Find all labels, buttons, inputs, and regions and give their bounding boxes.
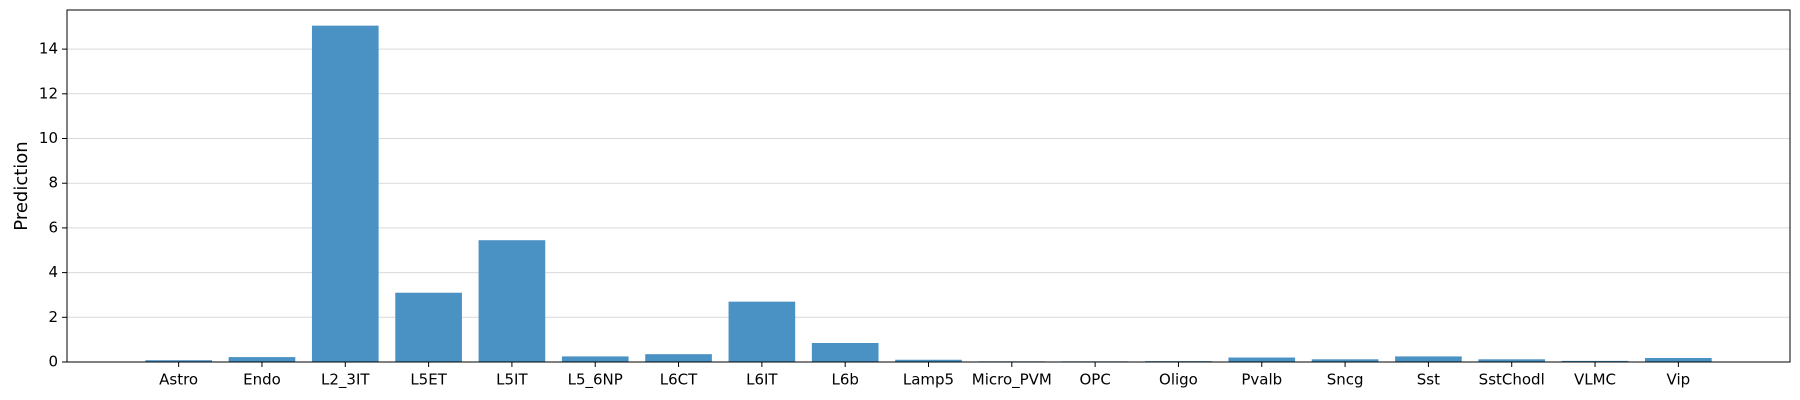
bar: [895, 359, 962, 362]
y-tick-label: 6: [48, 218, 58, 236]
y-tick-label: 8: [48, 174, 58, 192]
bar: [311, 25, 379, 363]
x-tick-label: L5ET: [410, 371, 447, 389]
x-tick-label: L5IT: [496, 371, 528, 389]
x-tick-label: Sst: [1417, 371, 1440, 389]
x-tick-label: SstChodl: [1479, 371, 1545, 389]
x-tick-label: Endo: [243, 371, 281, 389]
bar: [1228, 357, 1296, 362]
bar: [478, 240, 546, 362]
bar: [811, 343, 879, 362]
y-axis-label: Prediction: [11, 141, 32, 230]
bar: [145, 360, 212, 362]
bar: [1645, 357, 1712, 362]
x-tick-label: OPC: [1079, 371, 1110, 389]
bar: [645, 354, 712, 362]
x-tick-label: L5_6NP: [568, 371, 623, 390]
x-tick-label: Lamp5: [903, 371, 954, 389]
x-tick-label: L2_3IT: [321, 371, 370, 390]
bar: [1561, 360, 1629, 362]
x-tick-label: Astro: [159, 371, 198, 389]
x-tick-label: Vip: [1667, 371, 1691, 389]
bar: [728, 301, 796, 362]
x-tick-label: VLMC: [1574, 371, 1616, 389]
y-tick-label: 10: [39, 129, 58, 147]
y-tick-label: 0: [48, 353, 58, 371]
x-tick-label: Sncg: [1327, 371, 1364, 389]
y-tick-label: 2: [48, 308, 58, 326]
bar: [1478, 359, 1546, 362]
bar: [1311, 359, 1379, 362]
y-tick-label: 12: [39, 84, 58, 102]
x-tick-label: L6b: [831, 371, 858, 389]
bar: [228, 357, 296, 362]
x-tick-label: Micro_PVM: [972, 371, 1052, 390]
x-tick-label: L6CT: [660, 371, 698, 389]
plot-frame: [66, 9, 1791, 363]
x-tick-label: L6IT: [746, 371, 778, 389]
y-tick-label: 4: [48, 263, 58, 281]
x-tick-label: Pvalb: [1241, 371, 1282, 389]
bar: [1395, 356, 1462, 362]
y-tick-label: 14: [39, 40, 58, 58]
bar: [561, 356, 629, 362]
bar: [395, 292, 462, 362]
x-tick-label: Oligo: [1159, 371, 1198, 389]
